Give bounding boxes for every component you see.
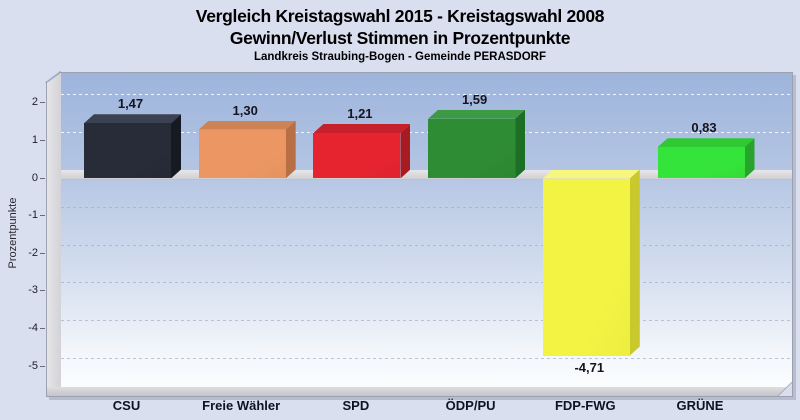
bar-value-label-freie-w-hler: 1,30	[232, 102, 258, 118]
category-label-spd: SPD	[342, 398, 370, 413]
bar-value-label--dp-pu: 1,59	[461, 91, 488, 107]
y-axis-title: Prozentpunkte	[7, 197, 19, 269]
bar-side-face--dp-pu	[515, 110, 525, 179]
y-tick-label: -5	[28, 359, 38, 372]
y-tick-mark	[40, 215, 45, 217]
y-tick-label: -2	[28, 246, 38, 259]
category-label--dp-pu: ÖDP/PU	[445, 398, 496, 413]
bar-value-label-fdp-fwg: -4,71	[574, 359, 605, 375]
y-tick-mark	[40, 290, 45, 292]
bar-top-face--dp-pu	[428, 109, 526, 119]
y-tick-mark	[40, 139, 45, 141]
bar-side-face-freie-w-hler	[286, 121, 296, 179]
y-tick-label: -4	[28, 321, 38, 334]
bar-csu	[84, 123, 171, 179]
y-tick-label: -3	[28, 284, 38, 297]
bar-side-face-spd	[400, 124, 410, 178]
gridline	[61, 94, 791, 96]
y-tick-mark	[40, 252, 45, 254]
y-tick-label: 1	[31, 133, 38, 146]
category-label-gr-ne: GRÜNE	[676, 398, 724, 413]
bar-top-face-freie-w-hler	[198, 120, 296, 130]
chart-title-line-1: Vergleich Kreistagswahl 2015 - Kreistags…	[195, 6, 605, 26]
bar-freie-w-hler	[198, 129, 286, 179]
bar-value-label-spd: 1,21	[347, 106, 373, 121]
chart-title-line-2: Gewinn/Verlust Stimmen in Prozentpunkte	[229, 28, 571, 48]
bar-value-label-csu: 1,47	[117, 96, 144, 112]
bars-layer: 1,47 1,30 1,21 1,59 -4,71 0,83	[47, 73, 792, 396]
y-tick-mark	[40, 327, 45, 329]
bar-side-face-fdp-fwg	[630, 170, 640, 356]
y-tick-mark	[40, 102, 45, 104]
bar-side-face-csu	[171, 114, 181, 178]
gridline-layer	[47, 73, 792, 396]
gridline	[61, 319, 791, 321]
axis-wall-3d	[47, 73, 61, 396]
bar-spd	[313, 133, 401, 179]
bar-gr-ne	[657, 147, 745, 179]
gridline	[61, 282, 791, 284]
y-tick-mark	[40, 177, 45, 179]
plot-floor-3d	[47, 387, 792, 396]
bar-top-face-fdp-fwg	[542, 169, 640, 179]
bar-top-face-spd	[313, 124, 411, 133]
bar-value-label-gr-ne: 0,83	[691, 120, 717, 136]
category-label-fdp-fwg: FDP-FWG	[554, 398, 616, 413]
bar-top-face-gr-ne	[657, 138, 755, 148]
zero-line-platform	[47, 169, 792, 180]
y-tick-label: -1	[28, 209, 38, 222]
gridline	[61, 357, 791, 359]
gridline	[61, 207, 791, 209]
bar-top-face-csu	[84, 114, 181, 124]
y-tick-label: 2	[31, 96, 38, 109]
y-tick-mark	[40, 365, 45, 367]
bar-fdp-fwg	[542, 178, 630, 356]
gridline	[61, 244, 791, 246]
chart-title-block: Vergleich Kreistagswahl 2015 - Kreistags…	[0, 5, 800, 65]
chart-plot-area: 1,47 1,30 1,21 1,59 -4,71 0,83	[46, 72, 793, 397]
y-tick-label: 0	[31, 171, 38, 184]
chart-subtitle: Landkreis Straubing-Bogen - Gemeinde PER…	[253, 51, 546, 63]
category-label-freie-w-hler: Freie Wähler	[202, 398, 281, 413]
category-label-csu: CSU	[112, 398, 141, 413]
bar-side-face-gr-ne	[745, 138, 755, 178]
bar--dp-pu	[428, 118, 516, 179]
gridline	[61, 131, 791, 133]
